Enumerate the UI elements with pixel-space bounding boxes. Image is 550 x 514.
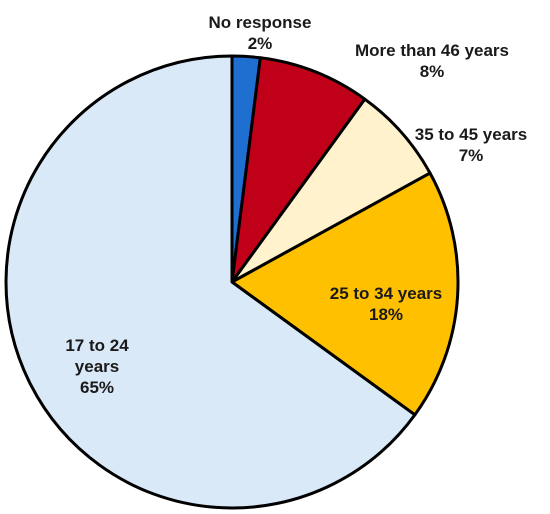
slice-label-25-to-34-years: 25 to 34 years 18% <box>330 284 442 324</box>
slice-label-17-to-24-years: 17 to 24 years 65% <box>65 336 129 397</box>
pie-slice-25-to-34-years <box>230 171 460 417</box>
pie-slice-more-than-46-years <box>230 56 367 284</box>
pie-slices <box>4 54 460 510</box>
pie-slice-17-to-24-years <box>4 54 417 510</box>
slice-label-no-response: No response 2% <box>209 13 312 53</box>
pie-labels: No response 2% More than 46 years 8% 35 to 4… <box>65 13 527 397</box>
slice-label-more-than-46-years: More than 46 years 8% <box>355 41 509 81</box>
slice-label-35-to-45-years: 35 to 45 years 7% <box>415 125 527 165</box>
